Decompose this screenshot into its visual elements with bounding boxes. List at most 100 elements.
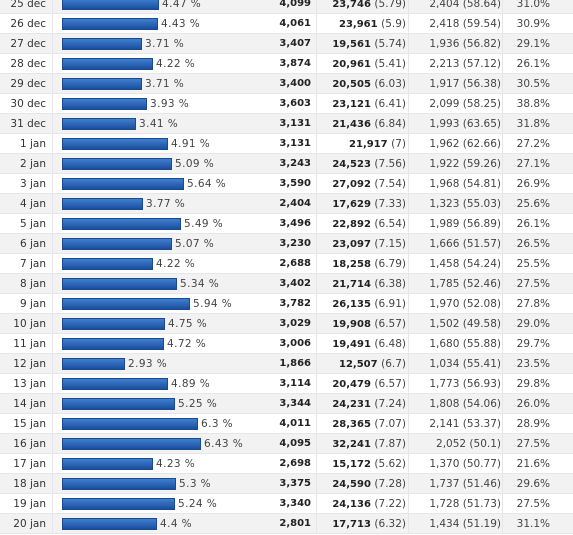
pageviews-per-visit: (7.22) xyxy=(374,498,406,510)
bounce-rate-cell: 29.8% xyxy=(516,378,550,390)
visits-cell: 4,099 xyxy=(279,0,311,9)
pageviews-value: 32,241 xyxy=(332,439,371,450)
column-divider xyxy=(316,0,317,534)
pageviews-value: 21,714 xyxy=(332,279,371,290)
pageviews-value: 17,629 xyxy=(332,199,371,210)
table-row: 27 dec 3.71 % 3,407 19,561 (5.74) 1,936 (56.… xyxy=(0,34,573,54)
share-bar xyxy=(62,78,142,90)
bounce-rate-cell: 27.5% xyxy=(516,498,550,510)
pageviews-per-visit: (7.56) xyxy=(374,158,406,170)
bounce-rate-cell: 23.5% xyxy=(516,358,550,370)
visits-cell: 3,603 xyxy=(279,98,311,109)
pageviews-value: 23,746 xyxy=(332,0,371,10)
pageviews-cell: 15,172 (5.62) xyxy=(318,454,406,475)
visits-cell: 3,131 xyxy=(279,118,311,129)
bounce-rate-cell: 26.0% xyxy=(516,398,550,410)
share-percent: 4.75 % xyxy=(168,318,208,330)
new-visitors-cell: 1,917 (56.38) xyxy=(429,78,501,90)
visits-cell: 3,874 xyxy=(279,58,311,69)
date-cell: 16 jan xyxy=(13,438,46,450)
date-cell: 14 jan xyxy=(13,398,46,410)
pageviews-per-visit: (5.62) xyxy=(374,458,406,470)
date-cell: 29 dec xyxy=(10,78,46,90)
bounce-rate-cell: 27.2% xyxy=(516,138,550,150)
pageviews-per-visit: (5.79) xyxy=(374,0,406,10)
new-visitors-cell: 1,458 (54.24) xyxy=(429,258,501,270)
pageviews-cell: 22,892 (6.54) xyxy=(318,214,406,235)
pageviews-per-visit: (6.38) xyxy=(374,278,406,290)
share-bar xyxy=(62,158,172,170)
visits-cell: 3,407 xyxy=(279,38,311,49)
pageviews-value: 19,491 xyxy=(332,339,371,350)
visits-cell: 3,243 xyxy=(279,158,311,169)
table-row: 9 jan 5.94 % 3,782 26,135 (6.91) 1,970 (52.0… xyxy=(0,294,573,314)
share-bar xyxy=(62,318,165,330)
table-row: 30 dec 3.93 % 3,603 23,121 (6.41) 2,099 (58.… xyxy=(0,94,573,114)
pageviews-cell: 24,523 (7.56) xyxy=(318,154,406,175)
table-row: 19 jan 5.24 % 3,340 24,136 (7.22) 1,728 (51.… xyxy=(0,494,573,514)
visits-cell: 3,029 xyxy=(279,318,311,329)
pageviews-per-visit: (7) xyxy=(391,138,406,150)
date-cell: 27 dec xyxy=(10,38,46,50)
pageviews-value: 23,097 xyxy=(332,239,371,250)
pageviews-value: 15,172 xyxy=(332,459,371,470)
pageviews-per-visit: (6.48) xyxy=(374,338,406,350)
pageviews-per-visit: (5.9) xyxy=(381,18,406,30)
bounce-rate-cell: 29.0% xyxy=(516,318,550,330)
share-bar xyxy=(62,178,184,190)
table-row: 7 jan 4.22 % 2,688 18,258 (6.79) 1,458 (54.2… xyxy=(0,254,573,274)
pageviews-cell: 19,908 (6.57) xyxy=(318,314,406,335)
pageviews-cell: 19,561 (5.74) xyxy=(318,34,406,55)
share-bar xyxy=(62,218,181,230)
visits-cell: 2,404 xyxy=(279,198,311,209)
date-cell: 19 jan xyxy=(13,498,46,510)
visits-cell: 2,688 xyxy=(279,258,311,269)
bounce-rate-cell: 31.1% xyxy=(516,518,550,530)
share-bar xyxy=(62,458,153,470)
pageviews-per-visit: (7.28) xyxy=(374,478,406,490)
date-cell: 11 jan xyxy=(13,338,46,350)
bounce-rate-cell: 27.1% xyxy=(516,158,550,170)
visits-cell: 2,698 xyxy=(279,458,311,469)
new-visitors-cell: 2,213 (57.12) xyxy=(429,58,501,70)
pageviews-cell: 17,629 (7.33) xyxy=(318,194,406,215)
table-row: 31 dec 3.41 % 3,131 21,436 (6.84) 1,993 (63.… xyxy=(0,114,573,134)
share-bar xyxy=(62,518,157,530)
pageviews-per-visit: (6.03) xyxy=(374,78,406,90)
visits-cell: 4,095 xyxy=(279,438,311,449)
visits-cell: 3,114 xyxy=(279,378,311,389)
bounce-rate-cell: 38.8% xyxy=(516,98,550,110)
table-row: 17 jan 4.23 % 2,698 15,172 (5.62) 1,370 (50.… xyxy=(0,454,573,474)
share-percent: 3.71 % xyxy=(145,38,185,50)
date-cell: 5 jan xyxy=(19,218,46,230)
date-cell: 9 jan xyxy=(19,298,46,310)
share-percent: 5.07 % xyxy=(175,238,215,250)
pageviews-cell: 24,136 (7.22) xyxy=(318,494,406,515)
table-row: 12 jan 2.93 % 1,866 12,507 (6.7) 1,034 (55.4… xyxy=(0,354,573,374)
visits-cell: 3,131 xyxy=(279,138,311,149)
new-visitors-cell: 2,099 (58.25) xyxy=(429,98,501,110)
bounce-rate-cell: 29.7% xyxy=(516,338,550,350)
new-visitors-cell: 1,680 (55.88) xyxy=(429,338,501,350)
share-percent: 5.24 % xyxy=(178,498,218,510)
pageviews-value: 26,135 xyxy=(332,299,371,310)
new-visitors-cell: 2,141 (53.37) xyxy=(429,418,501,430)
new-visitors-cell: 1,970 (52.08) xyxy=(429,298,501,310)
visits-cell: 3,402 xyxy=(279,278,311,289)
new-visitors-cell: 1,728 (51.73) xyxy=(429,498,501,510)
date-cell: 12 jan xyxy=(13,358,46,370)
table-row: 26 dec 4.43 % 4,061 23,961 (5.9) 2,418 (59.5… xyxy=(0,14,573,34)
bounce-rate-cell: 28.9% xyxy=(516,418,550,430)
pageviews-per-visit: (7.15) xyxy=(374,238,406,250)
pageviews-cell: 20,479 (6.57) xyxy=(318,374,406,395)
new-visitors-cell: 1,666 (51.57) xyxy=(429,238,501,250)
date-cell: 26 dec xyxy=(10,18,46,30)
visits-cell: 3,590 xyxy=(279,178,311,189)
new-visitors-cell: 1,993 (63.65) xyxy=(429,118,501,130)
table-row: 6 jan 5.07 % 3,230 23,097 (7.15) 1,666 (51.5… xyxy=(0,234,573,254)
pageviews-per-visit: (7.24) xyxy=(374,398,406,410)
share-percent: 5.64 % xyxy=(187,178,227,190)
pageviews-cell: 24,590 (7.28) xyxy=(318,474,406,495)
table-row: 13 jan 4.89 % 3,114 20,479 (6.57) 1,773 (56.… xyxy=(0,374,573,394)
